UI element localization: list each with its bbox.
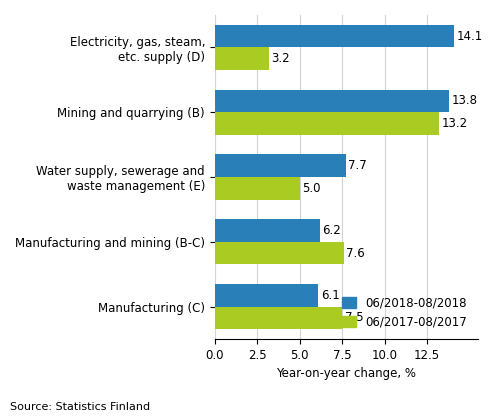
Bar — [215, 219, 320, 242]
Bar — [215, 177, 300, 200]
Bar — [215, 154, 346, 177]
Text: 14.1: 14.1 — [457, 30, 483, 42]
Text: 7.7: 7.7 — [348, 159, 367, 172]
Bar — [215, 242, 344, 265]
Bar — [215, 47, 269, 70]
X-axis label: Year-on-year change, %: Year-on-year change, % — [277, 367, 417, 380]
Text: 13.8: 13.8 — [452, 94, 478, 107]
Legend: 06/2018-08/2018, 06/2017-08/2017: 06/2018-08/2018, 06/2017-08/2017 — [337, 292, 472, 333]
Text: 6.2: 6.2 — [322, 224, 341, 237]
Text: 7.6: 7.6 — [347, 247, 365, 260]
Text: 5.0: 5.0 — [302, 182, 321, 195]
Text: 13.2: 13.2 — [441, 117, 467, 130]
Text: Source: Statistics Finland: Source: Statistics Finland — [10, 402, 150, 412]
Bar — [215, 25, 454, 47]
Bar — [215, 89, 449, 112]
Text: 3.2: 3.2 — [272, 52, 290, 65]
Text: 7.5: 7.5 — [345, 311, 363, 324]
Bar — [215, 284, 318, 307]
Text: 6.1: 6.1 — [321, 289, 340, 302]
Bar — [215, 307, 342, 329]
Bar — [215, 112, 439, 135]
